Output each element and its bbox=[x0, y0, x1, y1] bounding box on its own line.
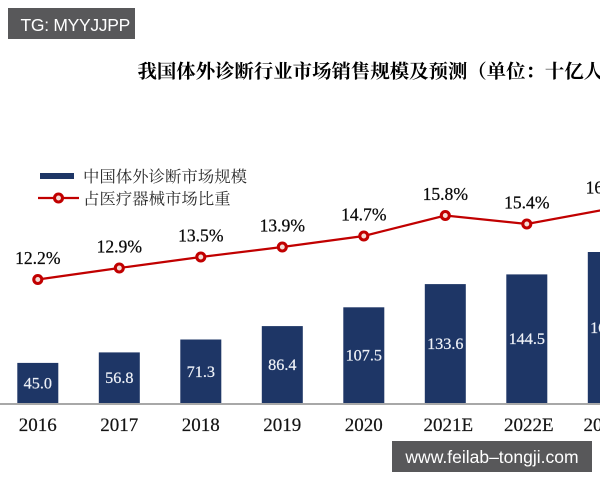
svg-text:13.9%: 13.9% bbox=[260, 216, 306, 236]
svg-text:169.6: 169.6 bbox=[590, 319, 600, 337]
svg-text:2022E: 2022E bbox=[504, 415, 554, 436]
svg-text:16.2%: 16.2% bbox=[586, 178, 600, 198]
svg-text:2016: 2016 bbox=[19, 415, 57, 436]
svg-text:2020: 2020 bbox=[345, 415, 383, 436]
svg-text:45.0: 45.0 bbox=[24, 374, 52, 392]
svg-text:2019: 2019 bbox=[263, 415, 301, 436]
svg-text:www.feilab–tongji.com: www.feilab–tongji.com bbox=[404, 447, 578, 467]
svg-text:56.8: 56.8 bbox=[105, 369, 133, 387]
svg-text:12.2%: 12.2% bbox=[15, 248, 61, 268]
svg-text:13.5%: 13.5% bbox=[178, 226, 224, 246]
svg-text:2023E: 2023E bbox=[583, 415, 600, 436]
svg-text:TG: MYYJJPP: TG: MYYJJPP bbox=[21, 15, 131, 35]
svg-text:71.3: 71.3 bbox=[187, 363, 215, 381]
svg-text:107.5: 107.5 bbox=[346, 347, 382, 365]
svg-text:86.4: 86.4 bbox=[268, 356, 296, 374]
svg-text:14.7%: 14.7% bbox=[341, 205, 387, 225]
svg-text:12.9%: 12.9% bbox=[97, 237, 143, 257]
svg-text:15.8%: 15.8% bbox=[423, 184, 469, 204]
svg-text:2021E: 2021E bbox=[423, 415, 473, 436]
svg-text:144.5: 144.5 bbox=[509, 330, 545, 348]
svg-text:2018: 2018 bbox=[182, 415, 220, 436]
svg-text:2017: 2017 bbox=[100, 415, 138, 436]
svg-text:133.6: 133.6 bbox=[427, 335, 463, 353]
svg-text:15.4%: 15.4% bbox=[504, 193, 550, 213]
